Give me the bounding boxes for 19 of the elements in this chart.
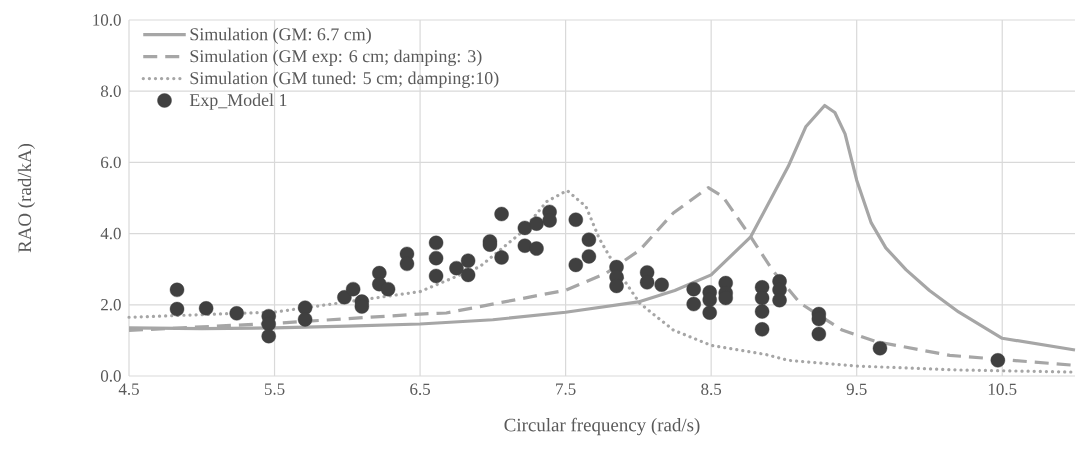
- y-tick-label: 2.0: [101, 299, 121, 311]
- legend-label: Exp_Model 1: [189, 93, 287, 110]
- y-tick-label: 10.0: [93, 14, 121, 26]
- legend-label: Simulation (GM tuned: 5 cm; damping:10): [190, 71, 499, 88]
- x-tick-label: 7.5: [556, 383, 576, 395]
- x-tick-label: 10.5: [988, 383, 1017, 396]
- x-axis-title: Circular frequency (rad/s): [504, 417, 700, 436]
- x-tick-label: 5.5: [264, 383, 285, 395]
- y-tick-label: 8.0: [100, 85, 121, 97]
- y-tick-label: 0.0: [100, 370, 121, 382]
- x-tick-label: 9.5: [846, 383, 867, 395]
- x-tick-label: 4.5: [118, 383, 139, 395]
- legend-label: Simulation (GM exp: 6 cm; damping: 3): [190, 49, 482, 66]
- x-tick-label: 8.5: [701, 383, 722, 396]
- y-axis-title: RAO (rad/kA): [17, 143, 35, 253]
- x-tick-label: 6.5: [410, 383, 431, 395]
- y-tick-label: 4.0: [100, 227, 121, 240]
- legend-label: Simulation (GM: 6.7 cm): [190, 27, 371, 44]
- y-tick-label: 6.0: [101, 156, 121, 169]
